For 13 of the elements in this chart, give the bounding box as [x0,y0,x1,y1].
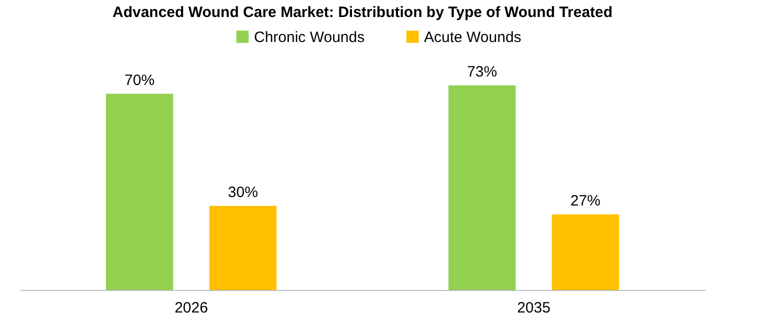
legend-label: Acute Wounds [424,28,522,46]
bar [552,214,620,290]
data-label: 70% [124,72,155,89]
chart-title: Advanced Wound Care Market: Distribution by Type of Wound Treated [112,4,613,21]
x-tick-label: 2026 [174,300,208,316]
bar [448,85,516,290]
data-label: 30% [228,184,258,201]
data-label: 27% [570,192,600,210]
data-label: 73% [467,63,498,80]
legend-label: Chronic Wounds [254,28,365,46]
bar [106,94,174,290]
x-tick-label: 2035 [517,300,550,316]
bar [209,206,277,290]
